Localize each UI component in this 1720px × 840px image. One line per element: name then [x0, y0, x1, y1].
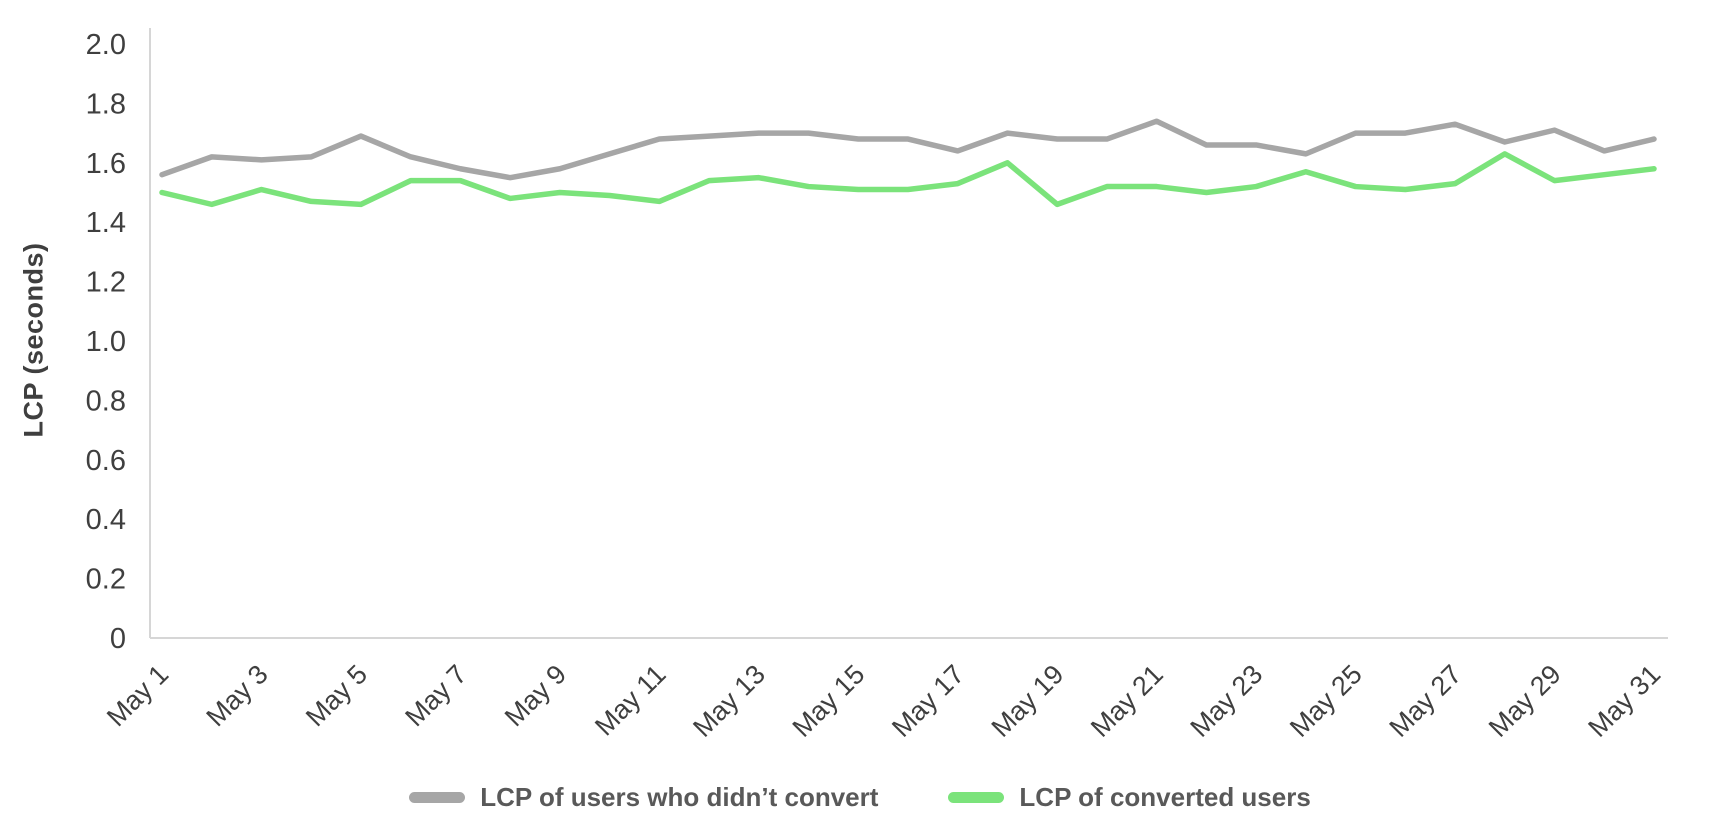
y-tick-label: 1.4 — [86, 207, 126, 239]
x-tick-label: May 25 — [1284, 659, 1368, 743]
y-tick-label: 0.4 — [86, 504, 126, 536]
x-tick-label: May 7 — [399, 659, 472, 732]
x-tick-label: May 19 — [986, 659, 1070, 743]
legend-label-converted: LCP of converted users — [1019, 782, 1311, 812]
y-tick-label: 0.8 — [86, 385, 126, 417]
x-tick-label: May 23 — [1185, 659, 1269, 743]
y-tick-label: 1.6 — [86, 148, 126, 180]
x-tick-label: May 3 — [201, 659, 274, 732]
legend-item-non-converted: LCP of users who didn’t convert — [409, 782, 878, 813]
y-tick-label: 0.2 — [86, 564, 126, 596]
legend-label-non-converted: LCP of users who didn’t convert — [480, 782, 879, 812]
x-tick-label: May 17 — [886, 659, 970, 743]
y-tick-label: 0 — [110, 623, 126, 655]
x-tick-label: May 21 — [1085, 659, 1169, 743]
legend-swatch-converted-icon — [948, 792, 1005, 803]
legend-swatch-non-converted-icon — [409, 792, 466, 803]
y-tick-label: 1.2 — [86, 267, 126, 299]
x-tick-label: May 1 — [101, 659, 174, 732]
x-tick-label: May 31 — [1582, 659, 1666, 743]
series-line-non-converted — [159, 118, 1657, 181]
y-tick-label: 2.0 — [86, 29, 126, 61]
x-tick-label: May 11 — [589, 659, 671, 741]
y-tick-label: 0.6 — [86, 445, 126, 477]
x-tick-label: May 15 — [787, 659, 871, 743]
x-tick-label: May 27 — [1383, 659, 1467, 743]
chart-legend: LCP of users who didn’t convert LCP of c… — [0, 782, 1720, 813]
x-tick-label: May 13 — [687, 659, 771, 743]
x-tick-label: May 5 — [300, 659, 373, 732]
series-line-converted — [159, 151, 1657, 208]
y-tick-label: 1.8 — [86, 88, 126, 120]
legend-item-converted: LCP of converted users — [948, 782, 1311, 813]
x-tick-label: May 29 — [1483, 659, 1567, 743]
y-tick-label: 1.0 — [86, 326, 126, 358]
x-tick-label: May 9 — [499, 659, 572, 732]
